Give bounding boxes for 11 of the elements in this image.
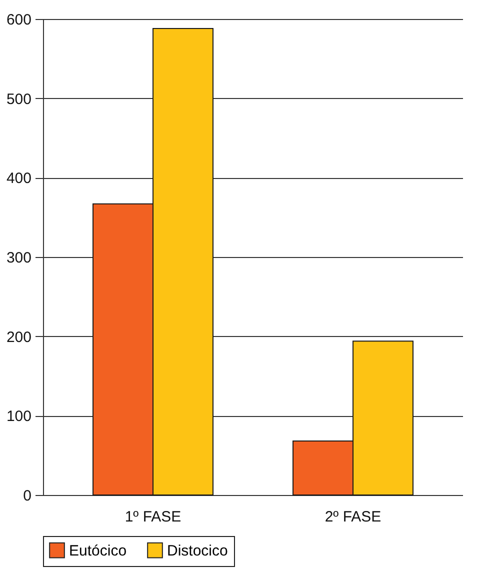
legend-label: Eutócico	[69, 542, 127, 560]
y-tick-label: 200	[6, 328, 32, 346]
y-tick-label: 300	[6, 250, 32, 266]
y-tick-label: 0	[23, 488, 32, 504]
y-tick-label: 100	[6, 408, 32, 426]
y-tick-label: 600	[6, 12, 32, 28]
x-tick-label: 1º FASE	[124, 508, 182, 526]
y-tick-label: 500	[6, 90, 32, 108]
x-tick-label: 2º FASE	[324, 508, 382, 526]
legend-label: Distocico	[167, 542, 228, 560]
y-tick-label: 400	[6, 170, 32, 188]
